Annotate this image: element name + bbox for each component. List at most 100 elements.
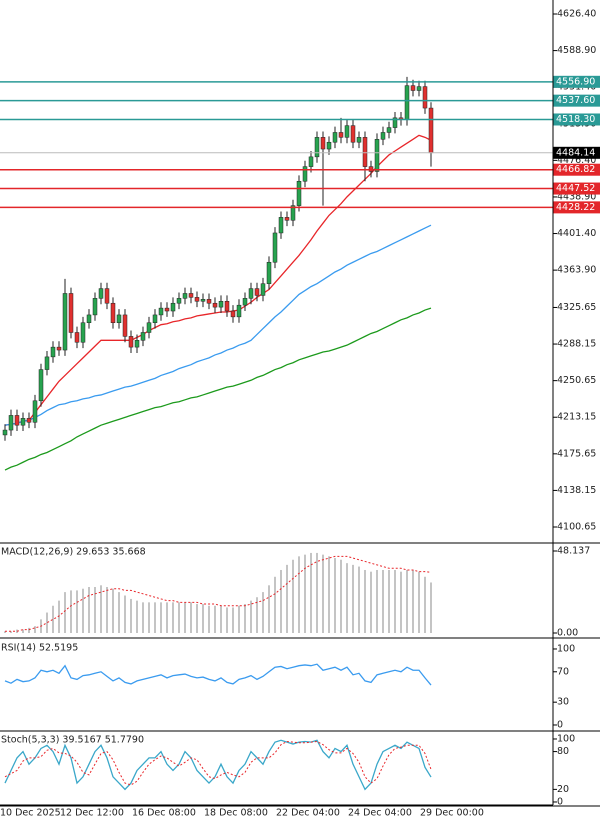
macd-bar (196, 604, 198, 633)
macd-bar (70, 590, 72, 633)
macd-bar (94, 587, 96, 633)
candle-body (62, 293, 68, 351)
macd-bar (160, 602, 162, 633)
y-tick-label: 4250.65 (557, 375, 596, 386)
candle-body (74, 332, 80, 343)
candle-body (176, 298, 182, 304)
macd-bar (148, 602, 150, 633)
candle-body (236, 304, 242, 318)
y-tick-label: 20 (557, 784, 569, 795)
macd-bar (46, 612, 48, 633)
candle-body (140, 332, 146, 341)
y-tick-label: 0.00 (557, 627, 578, 638)
candle-body (56, 346, 62, 351)
macd-bar (172, 602, 174, 633)
macd-bar (328, 556, 330, 633)
candle-body (104, 288, 110, 304)
macd-bar (316, 552, 318, 633)
macd-bar (280, 569, 282, 633)
macd-bar (220, 605, 222, 633)
candle-body (128, 336, 134, 348)
candle-body (110, 302, 116, 323)
macd-bar (130, 598, 132, 633)
stoch-line (4, 740, 432, 786)
y-tick-label: 0 (557, 796, 563, 807)
macd-bar (82, 588, 84, 633)
candle-body (308, 156, 314, 167)
macd-bar (166, 602, 168, 633)
moving-average (4, 134, 432, 426)
level-box (553, 163, 600, 176)
y-tick-label: 4138.15 (557, 485, 596, 496)
y-tick-label: 80 (557, 746, 569, 757)
candle-body (410, 85, 416, 91)
macd-bar (274, 576, 276, 633)
candle-body (338, 132, 344, 138)
candle-body (302, 166, 308, 182)
macd-bar (286, 564, 288, 633)
x-tick-label: 29 Dec 00:00 (420, 808, 484, 819)
candle-body (158, 307, 164, 316)
macd-bar (268, 585, 270, 633)
level-label: 4556.90 (556, 76, 595, 87)
candle-body (80, 322, 86, 343)
panel-title: Stoch(5,3,3) 39.5167 51.7790 (1, 735, 144, 746)
candle-body (266, 261, 272, 284)
macd-bar (22, 629, 24, 633)
candle-body (284, 217, 290, 221)
macd-bar (406, 569, 408, 633)
candle-body (122, 314, 128, 337)
macd-bar (88, 587, 90, 633)
candle-body (272, 232, 278, 263)
candle-body (92, 298, 98, 316)
x-tick-label: 22 Dec 04:00 (276, 808, 340, 819)
macd-bar (310, 552, 312, 633)
candle-body (2, 429, 8, 436)
candle-body (212, 302, 218, 308)
macd-bar (64, 592, 66, 633)
macd-bar (214, 605, 216, 633)
macd-bar (136, 600, 138, 633)
macd-bar (424, 576, 426, 633)
macd-bar (340, 559, 342, 633)
macd-bar (28, 627, 30, 633)
macd-bar (124, 595, 126, 633)
y-tick-label: 4363.90 (557, 265, 596, 276)
stoch-line (4, 739, 432, 791)
macd-bar (76, 590, 78, 633)
y-tick-label: 48.137 (557, 546, 590, 557)
macd-bar (4, 631, 6, 633)
macd-bar (190, 602, 192, 633)
candle-body (416, 86, 422, 91)
y-tick-label: 4288.15 (557, 339, 596, 350)
y-tick-label: 4325.65 (557, 302, 596, 313)
macd-bar (244, 604, 246, 633)
macd-bar (154, 602, 156, 633)
macd-bar (352, 564, 354, 633)
macd-bar (142, 602, 144, 633)
y-tick-label: 4175.65 (557, 448, 596, 459)
level-box (553, 201, 600, 214)
macd-bar (418, 571, 420, 633)
candle-body (356, 137, 362, 143)
y-tick-label: 70 (557, 666, 569, 677)
macd-bar (382, 569, 384, 633)
candle-body (296, 180, 302, 206)
macd-bar (226, 607, 228, 633)
candle-body (224, 301, 230, 312)
candle-body (380, 132, 386, 140)
y-tick-label: 30 (557, 697, 569, 708)
macd-bar (364, 569, 366, 633)
level-box (553, 75, 600, 88)
macd-bar (322, 554, 324, 633)
candle-body (20, 418, 26, 426)
macd-bar (100, 585, 102, 633)
x-tick-label: 12 Dec 12:00 (60, 808, 124, 819)
candle-body (260, 283, 266, 296)
x-tick-label: 10 Dec 2025 (0, 808, 61, 819)
macd-bar (208, 605, 210, 633)
macd-bar (334, 558, 336, 633)
candle-body (320, 137, 326, 150)
